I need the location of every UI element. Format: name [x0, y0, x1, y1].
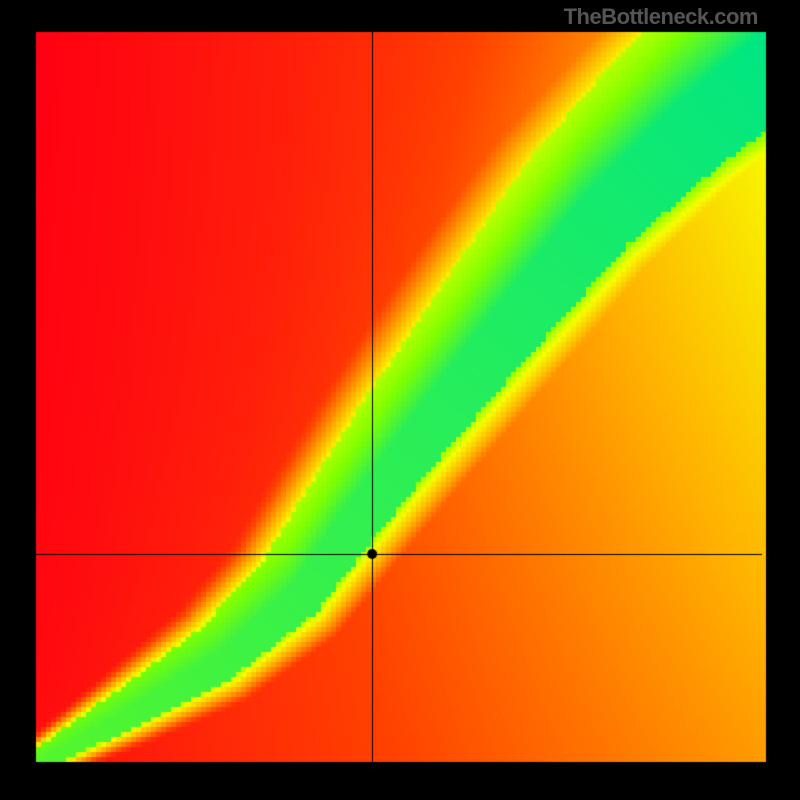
bottleneck-heatmap	[0, 0, 800, 800]
watermark-text: TheBottleneck.com	[564, 4, 758, 30]
